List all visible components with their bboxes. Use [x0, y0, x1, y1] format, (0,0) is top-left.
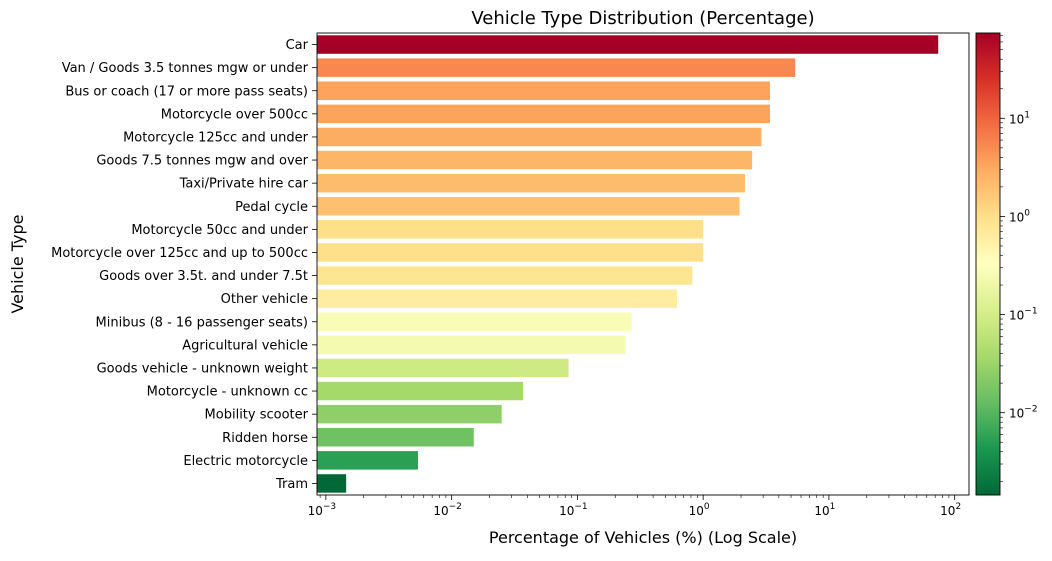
x-tick-label: 100: [689, 502, 710, 518]
bar: [317, 335, 626, 355]
y-tick-label: Bus or coach (17 or more pass seats): [65, 84, 308, 99]
bar: [317, 197, 740, 216]
y-tick-label: Agricultural vehicle: [182, 338, 308, 353]
y-tick-label: Car: [286, 38, 309, 53]
y-tick-label: Motorcycle over 125cc and up to 500cc: [51, 246, 308, 261]
colorbar-gradient: [976, 33, 1000, 495]
y-tick-label: Goods 7.5 tonnes mgw and over: [96, 154, 308, 169]
y-tick-label: Motorcycle over 500cc: [161, 107, 308, 122]
bar: [317, 104, 770, 124]
bar: [317, 404, 502, 424]
y-tick-label: Tram: [275, 477, 308, 492]
x-tick-label: 10−2: [433, 502, 462, 518]
bar: [317, 358, 569, 378]
bar: [317, 243, 704, 262]
x-tick-label: 10−1: [559, 502, 588, 518]
colorbar-tick-label: 10−2: [1009, 405, 1038, 421]
bar: [317, 173, 745, 193]
bar: [317, 451, 418, 470]
x-axis-label: Percentage of Vehicles (%) (Log Scale): [489, 528, 797, 547]
colorbar: 10−2 10−1 100 101: [975, 32, 1038, 496]
y-tick-label: Taxi/Private hire car: [179, 177, 309, 192]
y-axis-label: Vehicle Type: [8, 214, 27, 313]
colorbar-tick-label: 10−1: [1009, 307, 1038, 323]
y-tick-label: Minibus (8 - 16 passenger seats): [96, 315, 308, 330]
y-tick-label: Van / Goods 3.5 tonnes mgw or under: [62, 61, 309, 76]
y-tick-label: Mobility scooter: [205, 408, 309, 423]
x-tick-label: 10−3: [308, 502, 337, 518]
colorbar-frame: [975, 32, 1001, 496]
bar: [317, 220, 704, 239]
bar: [317, 381, 524, 401]
bar: [317, 81, 770, 100]
y-tick-label: Pedal cycle: [235, 200, 308, 215]
y-tick-label: Goods over 3.5t. and under 7.5t: [99, 269, 308, 284]
bar: [317, 150, 753, 170]
bar: [317, 474, 347, 493]
y-tick-label: Ridden horse: [222, 431, 308, 446]
bar: [317, 35, 939, 54]
plot-frame: [316, 32, 970, 496]
colorbar-tick-label: 100: [1009, 208, 1030, 224]
x-tick-label: 102: [940, 502, 961, 518]
bar: [317, 312, 632, 331]
colorbar-tick-label: 101: [1009, 110, 1030, 126]
bar: [317, 289, 678, 308]
chart-title: Vehicle Type Distribution (Percentage): [471, 8, 814, 29]
bar: [317, 58, 796, 77]
bar: [317, 127, 762, 147]
bar: [317, 428, 474, 447]
y-tick-label: Electric motorcycle: [183, 454, 308, 469]
x-tick-label: 101: [814, 502, 835, 518]
bar: [317, 266, 693, 285]
y-tick-label: Goods vehicle - unknown weight: [97, 361, 308, 376]
y-tick-label: Motorcycle 125cc and under: [123, 130, 309, 145]
y-tick-label: Motorcycle 50cc and under: [131, 223, 308, 238]
y-tick-label: Other vehicle: [221, 292, 308, 307]
plot-area: Car Van / Goods 3.5 tonnes mgw or under Bu…: [51, 32, 970, 518]
y-tick-label: Motorcycle - unknown cc: [147, 385, 308, 400]
